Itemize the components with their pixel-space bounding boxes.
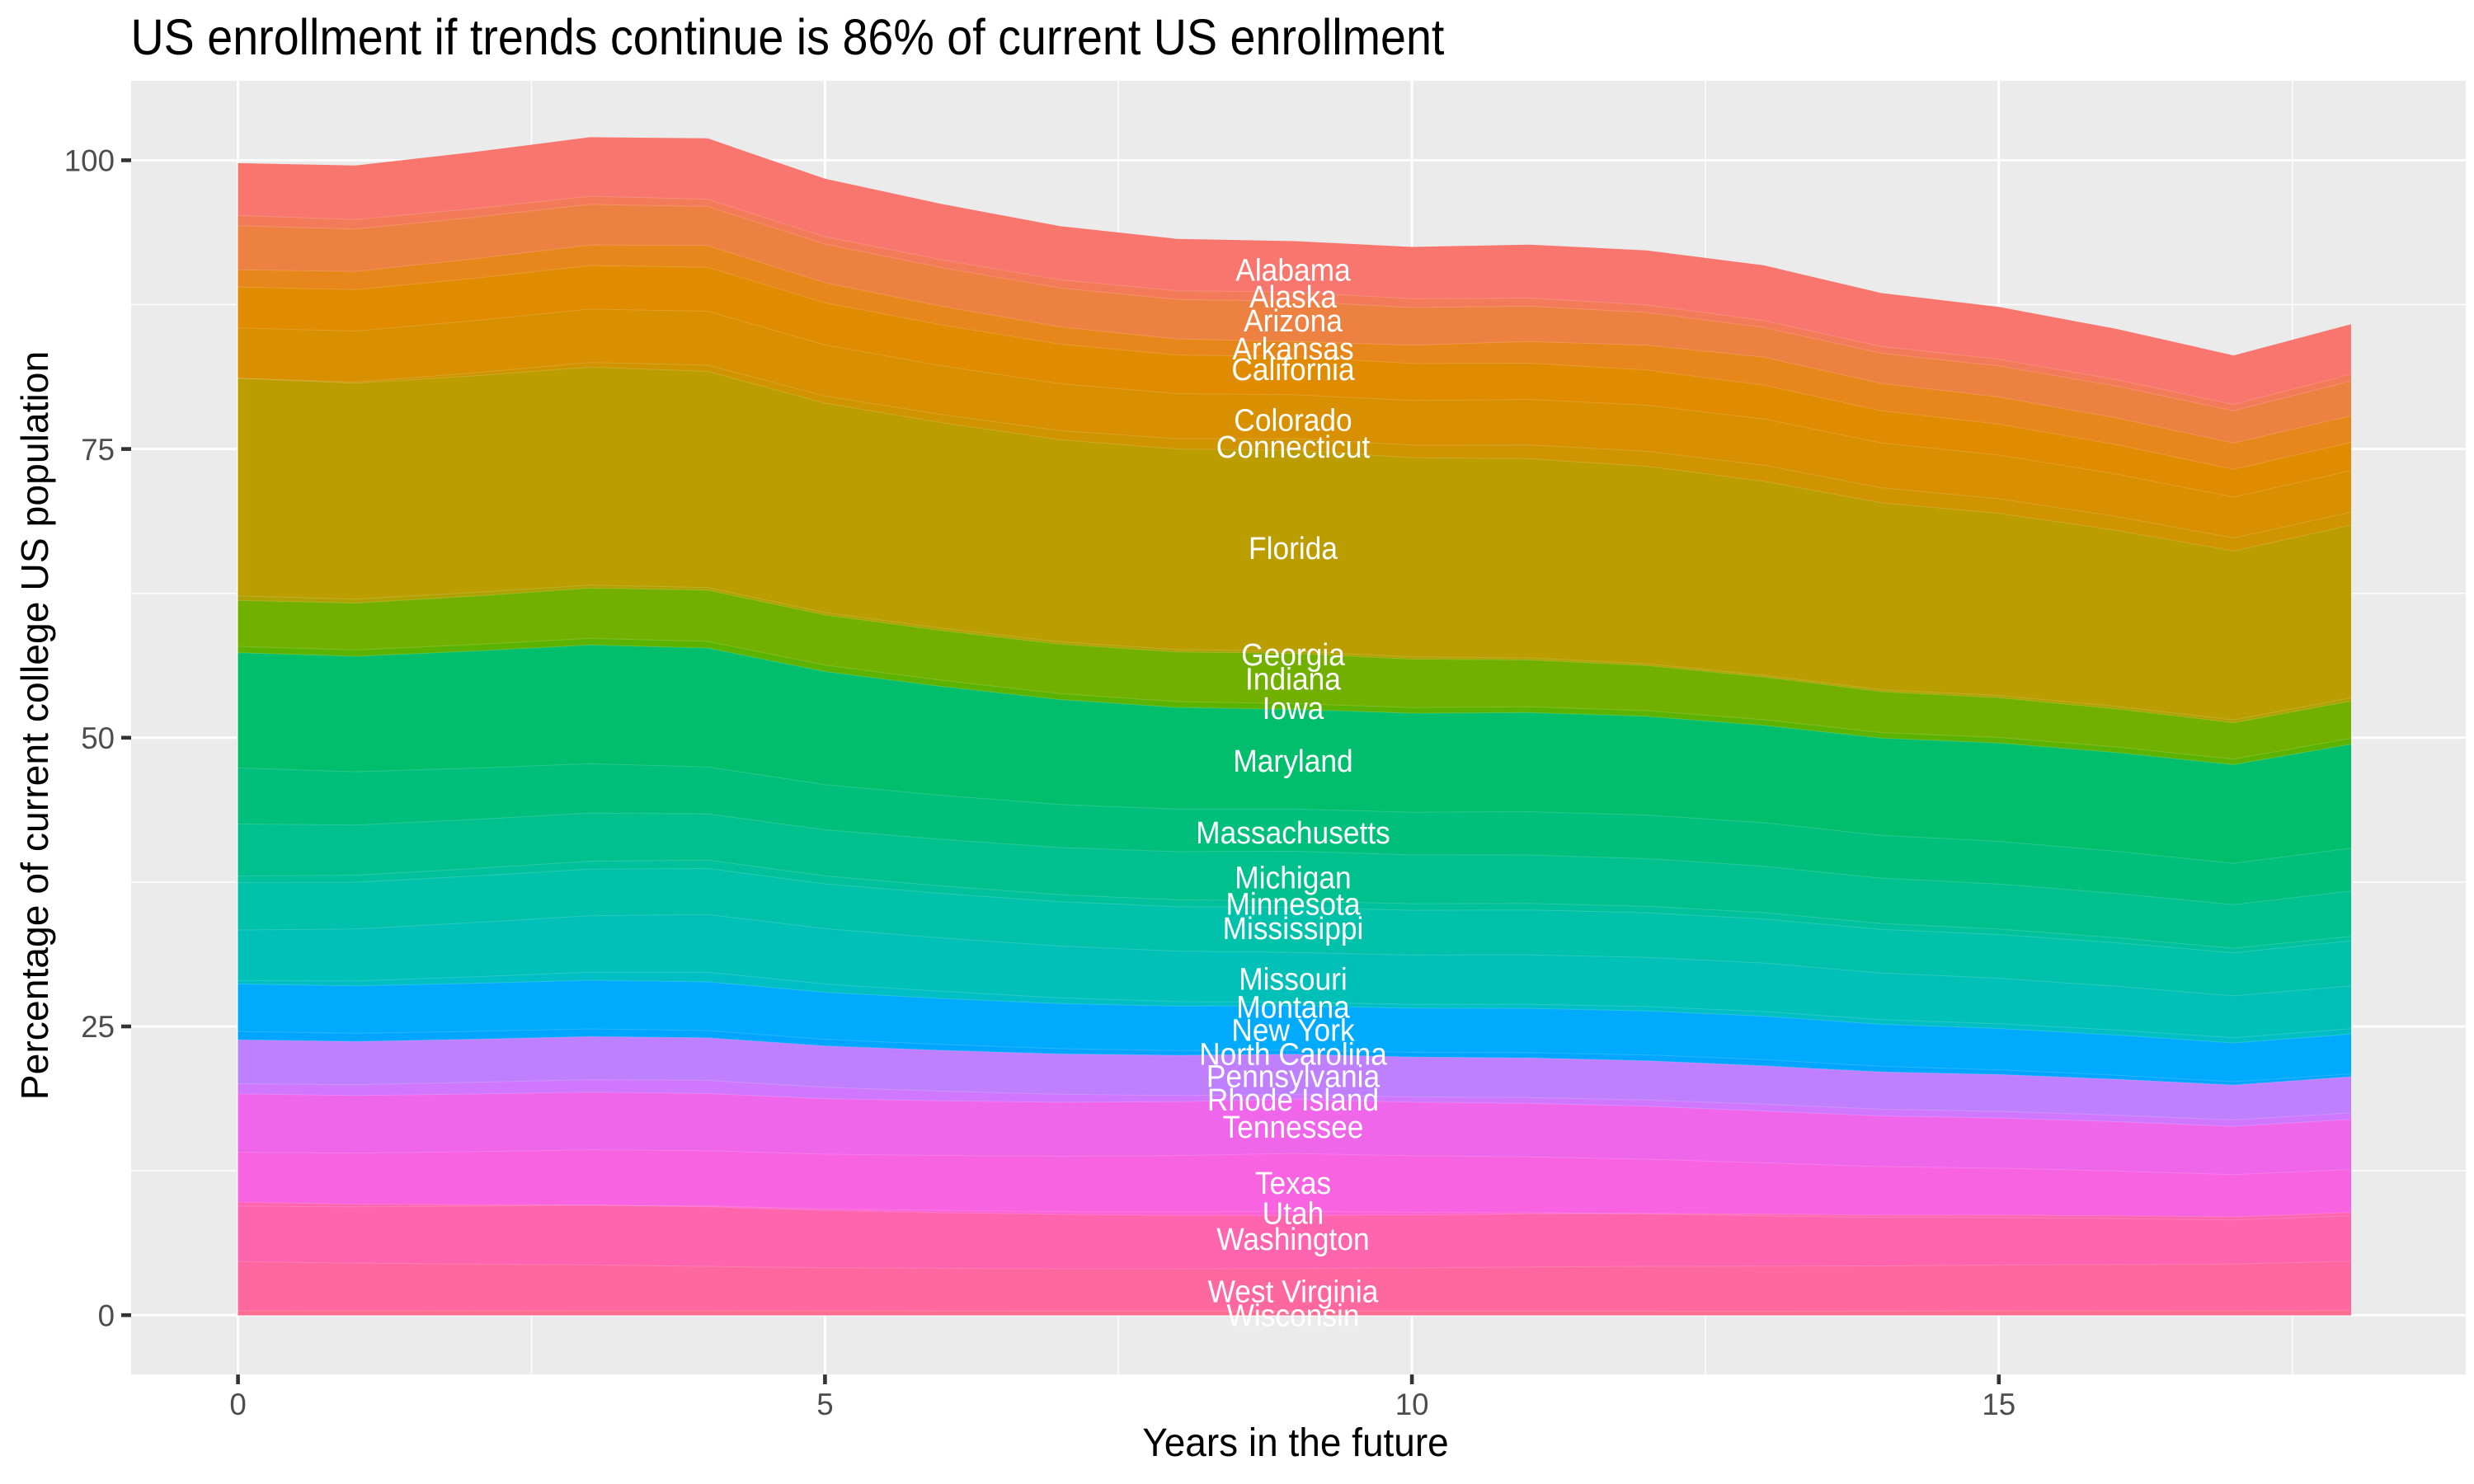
svg-text:Tennessee: Tennessee <box>1223 1110 1364 1144</box>
svg-text:25: 25 <box>81 1010 115 1044</box>
svg-text:Colorado: Colorado <box>1234 403 1352 438</box>
svg-text:Rhode Island: Rhode Island <box>1207 1082 1379 1117</box>
svg-text:Arizona: Arizona <box>1244 303 1343 338</box>
svg-text:15: 15 <box>1982 1388 2015 1421</box>
svg-text:Washington: Washington <box>1216 1222 1369 1256</box>
svg-text:75: 75 <box>81 433 115 467</box>
svg-text:Michigan: Michigan <box>1235 860 1351 895</box>
svg-text:Texas: Texas <box>1255 1166 1331 1200</box>
svg-text:Arkansas: Arkansas <box>1232 331 1353 366</box>
svg-text:Maryland: Maryland <box>1233 744 1352 778</box>
svg-text:Indiana: Indiana <box>1245 661 1341 696</box>
svg-text:Connecticut: Connecticut <box>1216 430 1371 464</box>
svg-text:Utah: Utah <box>1263 1195 1324 1230</box>
svg-text:Years in the future: Years in the future <box>1142 1420 1449 1464</box>
svg-text:Mississippi: Mississippi <box>1223 911 1364 946</box>
svg-text:Florida: Florida <box>1249 531 1338 566</box>
svg-text:New York: New York <box>1231 1012 1355 1047</box>
svg-text:Iowa: Iowa <box>1263 691 1324 726</box>
svg-text:0: 0 <box>229 1388 246 1421</box>
svg-text:Alabama: Alabama <box>1235 252 1351 287</box>
svg-text:North Carolina: North Carolina <box>1199 1037 1387 1072</box>
svg-text:Minnesota: Minnesota <box>1225 886 1361 921</box>
svg-text:Wisconsin: Wisconsin <box>1226 1298 1359 1332</box>
svg-text:Percentage of current college: Percentage of current college US populat… <box>13 351 56 1101</box>
svg-text:Alaska: Alaska <box>1249 279 1338 314</box>
svg-text:10: 10 <box>1395 1388 1429 1421</box>
svg-text:US enrollment if trends contin: US enrollment if trends continue is 86% … <box>131 9 1445 65</box>
svg-text:50: 50 <box>81 721 115 755</box>
svg-text:West Virginia: West Virginia <box>1208 1274 1379 1308</box>
svg-text:California: California <box>1231 352 1355 387</box>
svg-text:5: 5 <box>816 1388 833 1421</box>
svg-text:0: 0 <box>98 1298 115 1332</box>
svg-text:Montana: Montana <box>1236 989 1350 1024</box>
svg-text:Massachusetts: Massachusetts <box>1196 815 1390 850</box>
svg-text:Georgia: Georgia <box>1241 637 1345 672</box>
svg-text:Pennsylvania: Pennsylvania <box>1206 1059 1380 1093</box>
svg-text:Missouri: Missouri <box>1239 962 1348 997</box>
svg-text:100: 100 <box>64 144 115 178</box>
